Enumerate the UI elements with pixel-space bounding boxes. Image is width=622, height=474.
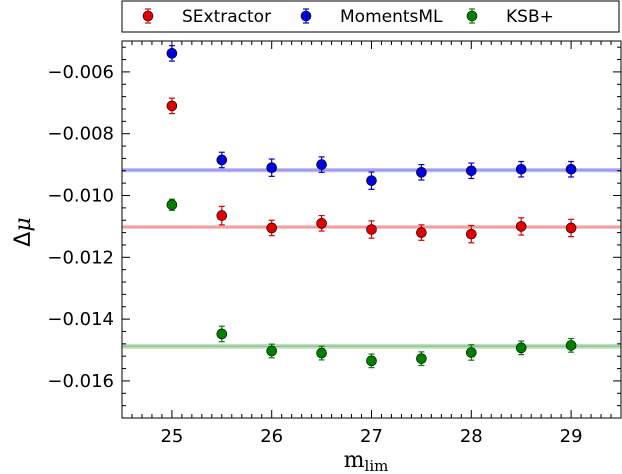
data-point [166,199,178,211]
y-axis-label: Δμ [11,217,36,246]
data-point [416,227,427,238]
data-point [565,163,577,175]
legend-marker [300,10,312,22]
legend-label: MomentsML [340,7,443,27]
legend-marker [142,10,154,22]
x-tick-label: 25 [160,426,183,447]
data-point [316,218,327,229]
x-axis: 25 26 27 28 29 [121,41,622,447]
data-point [266,162,278,173]
reference-band [122,343,621,349]
data-series [166,45,577,369]
y-tick-label: −0.008 [47,124,114,145]
reference-band [122,168,621,173]
x-axis-label: mlim [344,448,389,474]
data-point [216,210,228,221]
data-point [266,345,278,357]
data-point [266,222,278,234]
data-point [366,224,377,235]
series-group [166,97,577,244]
data-point [465,165,477,177]
legend: SExtractor MomentsML KSB+ [121,0,620,33]
y-tick-label: −0.012 [47,247,114,268]
legend-marker [466,10,478,22]
data-point [416,167,427,178]
x-tick-label: 27 [360,426,383,447]
data-point [515,221,527,232]
data-point [515,342,527,354]
y-tick-label: −0.006 [47,62,114,83]
data-point [465,228,477,240]
reference-bands [122,168,621,349]
data-point [416,353,427,364]
legend-label: KSB+ [506,7,554,27]
x-tick-label: 26 [260,426,283,447]
data-point [366,175,377,186]
series-group [166,45,577,190]
y-tick-label: −0.010 [47,186,114,207]
data-point [216,154,228,166]
data-point [316,159,327,170]
data-point [565,340,577,351]
y-tick-label: −0.016 [47,371,114,392]
series-group [166,198,577,369]
x-tick-label: 28 [460,426,483,447]
data-point [316,347,327,359]
data-point [565,222,577,234]
legend-label: SExtractor [182,7,271,27]
y-axis: −0.006 −0.008 −0.010 −0.012 −0.014 −0.016 [47,46,621,419]
legend-box [121,0,620,33]
data-point [166,48,178,59]
data-point [216,328,228,340]
data-point [366,355,377,367]
data-point [166,100,178,112]
plot-frame [121,40,622,419]
data-point [515,163,527,175]
y-tick-label: −0.014 [47,309,114,330]
data-point [465,347,477,358]
x-tick-label: 29 [560,426,583,447]
